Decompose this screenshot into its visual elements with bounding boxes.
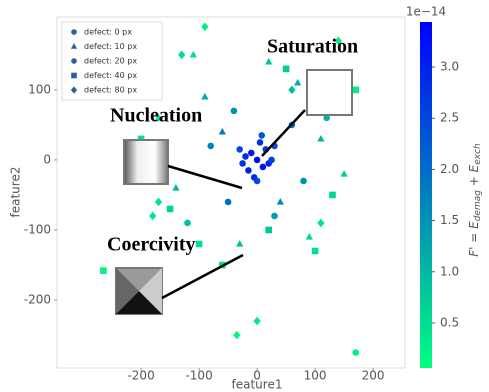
legend-marker: [71, 58, 77, 64]
point: [277, 198, 284, 205]
point: [294, 79, 301, 86]
point: [155, 198, 162, 207]
y-tick-label: -100: [24, 222, 51, 236]
point: [300, 178, 307, 185]
legend-label: defect: 80 px: [84, 86, 137, 95]
colorbar-tick-label: 1.5: [440, 213, 459, 227]
point: [201, 93, 208, 100]
point: [236, 146, 243, 153]
point: [254, 178, 261, 185]
point: [352, 349, 359, 356]
point: [283, 66, 290, 73]
point: [253, 317, 260, 326]
point: [236, 240, 243, 247]
legend-label: defect: 10 px: [84, 42, 137, 51]
point: [242, 153, 249, 160]
inset-saturation: [307, 70, 352, 115]
point: [172, 184, 179, 191]
point: [254, 157, 261, 164]
point: [207, 143, 214, 150]
annotation-line: [262, 110, 305, 156]
point: [245, 167, 252, 174]
legend-label: defect: 40 px: [84, 71, 137, 80]
point: [265, 58, 272, 65]
annotation: Nucleation: [110, 105, 202, 127]
inset-nucleation: [124, 140, 168, 184]
point: [190, 51, 197, 58]
point: [340, 170, 347, 177]
point: [233, 331, 240, 340]
point: [178, 51, 185, 60]
point: [312, 248, 319, 255]
chart: defect: 0 px defect: 10 px defect: 20 px de…: [0, 0, 489, 392]
point: [317, 219, 324, 228]
point: [268, 157, 275, 164]
annotation-line: [168, 166, 242, 188]
colorbar-offset: 1e−14: [406, 5, 446, 19]
inset-coercivity: [116, 268, 162, 314]
point: [149, 212, 156, 221]
point: [225, 199, 232, 206]
legend-label: defect: 0 px: [84, 28, 132, 37]
colorbar-tick-label: 3.0: [440, 60, 459, 74]
legend-marker: [71, 29, 77, 35]
colorbar-tick-label: 0.5: [440, 315, 459, 329]
legend-marker: [71, 73, 77, 79]
y-axis-label: feature2: [9, 167, 23, 218]
x-tick-label: -100: [185, 369, 212, 383]
point: [352, 87, 359, 94]
point: [258, 132, 265, 139]
point: [260, 164, 267, 171]
y-tick-label: 100: [28, 82, 51, 96]
point: [219, 128, 226, 135]
point: [239, 160, 246, 167]
point: [201, 23, 208, 32]
x-tick-label: 100: [304, 369, 327, 383]
x-tick-label: 0: [253, 369, 261, 383]
point: [100, 267, 107, 274]
colorbar-label: F' = Edemag + Eexch: [467, 143, 483, 257]
annotation: Coercivity: [107, 234, 196, 256]
point: [257, 139, 264, 146]
colorbar-tick-label: 2.5: [440, 111, 459, 125]
point: [167, 206, 174, 213]
legend-label: defect: 20 px: [84, 57, 137, 66]
point: [329, 192, 336, 199]
point: [288, 86, 295, 95]
x-tick-label: -200: [127, 369, 154, 383]
point: [271, 213, 278, 220]
y-tick-label: 0: [43, 152, 51, 166]
x-tick-label: 200: [362, 369, 385, 383]
point: [196, 241, 203, 248]
colorbar: [420, 22, 432, 368]
y-tick-label: -200: [24, 293, 51, 307]
point: [306, 233, 313, 240]
point: [265, 227, 272, 234]
colorbar-tick-label: 1.0: [440, 264, 459, 278]
point: [317, 135, 324, 142]
annotation: Saturation: [267, 36, 358, 58]
annotation-line: [162, 255, 243, 298]
point: [248, 150, 255, 157]
point: [184, 220, 191, 227]
point: [231, 108, 238, 115]
colorbar-tick-label: 2.0: [440, 162, 459, 176]
